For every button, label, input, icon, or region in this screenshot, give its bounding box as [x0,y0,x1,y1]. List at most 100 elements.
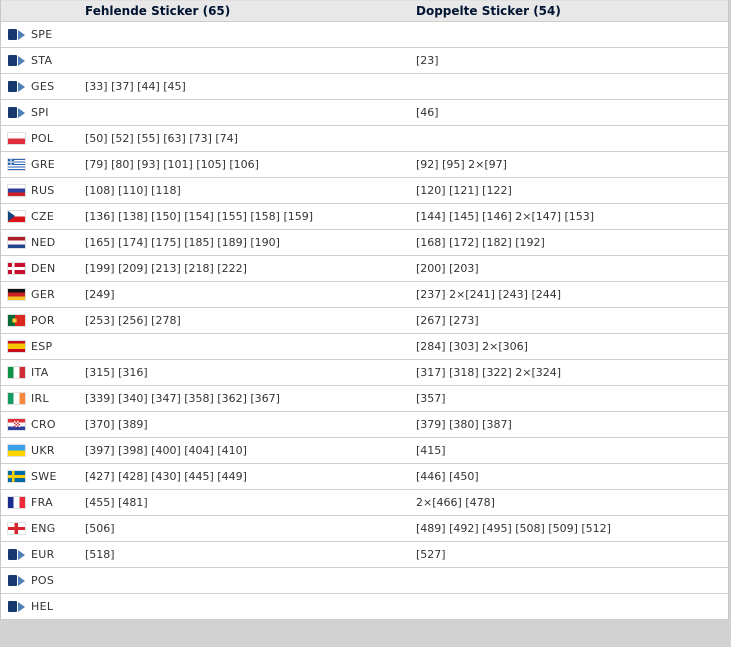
country-code: SPE [31,28,53,41]
country-code: GES [31,80,55,93]
double-stickers: [92] [95] 2×[97] [416,158,507,171]
table-row-gre: GRE [79] [80] [93] [101] [105] [106] [92… [1,152,728,178]
table-row-spi: SPI [46] [1,100,728,126]
table-row-irl: IRL [339] [340] [347] [358] [362] [367] … [1,386,728,412]
missing-stickers: [50] [52] [55] [63] [73] [74] [85,132,238,145]
table-row-spe: SPE [1,22,728,48]
column-header-missing: Fehlende Sticker (65) [85,4,231,18]
album-logo-icon [8,81,25,92]
flag-ukr-icon [8,445,25,456]
table-row-ned: NED [165] [174] [175] [185] [189] [190] … [1,230,728,256]
country-code: CRO [31,418,56,431]
column-header-double: Doppelte Sticker (54) [416,4,561,18]
missing-stickers: [506] [85,522,115,535]
flag-pol-icon [8,133,25,144]
country-code: ESP [31,340,53,353]
country-code: POL [31,132,54,145]
double-stickers: 2×[466] [478] [416,496,495,509]
flag-gre-icon [8,159,25,170]
flag-esp-icon [8,341,25,352]
missing-stickers: [165] [174] [175] [185] [189] [190] [85,236,280,249]
album-logo-icon [8,549,25,560]
table-row-ukr: UKR [397] [398] [400] [404] [410] [415] [1,438,728,464]
missing-stickers: [253] [256] [278] [85,314,181,327]
country-code: SPI [31,106,49,119]
album-logo-icon [8,107,25,118]
missing-stickers: [315] [316] [85,366,148,379]
country-code: STA [31,54,53,67]
album-logo-icon [8,575,25,586]
table-row-por: POR [253] [256] [278] [267] [273] [1,308,728,334]
table-row-den: DEN [199] [209] [213] [218] [222] [200] … [1,256,728,282]
table-row-sta: STA [23] [1,48,728,74]
missing-stickers: [427] [428] [430] [445] [449] [85,470,247,483]
table-header-row: Fehlende Sticker (65) Doppelte Sticker (… [1,1,728,22]
table-row-esp: ESP [284] [303] 2×[306] [1,334,728,360]
table-row-hel: HEL [1,594,728,620]
missing-stickers: [249] [85,288,115,301]
album-logo-icon [8,601,25,612]
table-row-cro: CRO [370] [389] [379] [380] [387] [1,412,728,438]
country-code: UKR [31,444,55,457]
table-row-ges: GES [33] [37] [44] [45] [1,74,728,100]
album-logo-icon [8,29,25,40]
table-row-swe: SWE [427] [428] [430] [445] [449] [446] … [1,464,728,490]
country-code: IRL [31,392,49,405]
country-code: CZE [31,210,55,223]
country-code: GER [31,288,56,301]
missing-stickers: [455] [481] [85,496,148,509]
table-row-ger: GER [249] [237] 2×[241] [243] [244] [1,282,728,308]
missing-stickers: [370] [389] [85,418,148,431]
flag-rus-icon [8,185,25,196]
flag-cze-icon [8,211,25,222]
missing-stickers: [339] [340] [347] [358] [362] [367] [85,392,280,405]
country-code: DEN [31,262,56,275]
table-row-eng: ENG [506] [489] [492] [495] [508] [509] … [1,516,728,542]
double-stickers: [527] [416,548,446,561]
double-stickers: [379] [380] [387] [416,418,512,431]
double-stickers: [120] [121] [122] [416,184,512,197]
missing-stickers: [518] [85,548,115,561]
country-code: SWE [31,470,57,483]
country-code: HEL [31,600,54,613]
double-stickers: [415] [416,444,446,457]
sticker-table: Fehlende Sticker (65) Doppelte Sticker (… [0,0,729,620]
missing-stickers: [79] [80] [93] [101] [105] [106] [85,158,259,171]
double-stickers: [489] [492] [495] [508] [509] [512] [416,522,611,535]
double-stickers: [237] 2×[241] [243] [244] [416,288,562,301]
double-stickers: [357] [416,392,446,405]
double-stickers: [267] [273] [416,314,479,327]
country-code: POR [31,314,55,327]
table-row-ita: ITA [315] [316] [317] [318] [322] 2×[324… [1,360,728,386]
double-stickers: [168] [172] [182] [192] [416,236,545,249]
table-row-eur: EUR [518] [527] [1,542,728,568]
missing-stickers: [33] [37] [44] [45] [85,80,186,93]
country-code: ITA [31,366,49,379]
country-code: ENG [31,522,56,535]
flag-ger-icon [8,289,25,300]
flag-ned-icon [8,237,25,248]
album-logo-icon [8,55,25,66]
table-row-fra: FRA [455] [481] 2×[466] [478] [1,490,728,516]
table-row-pos: POS [1,568,728,594]
table-row-rus: RUS [108] [110] [118] [120] [121] [122] [1,178,728,204]
flag-eng-icon [8,523,25,534]
double-stickers: [144] [145] [146] 2×[147] [153] [416,210,595,223]
double-stickers: [317] [318] [322] 2×[324] [416,366,562,379]
country-code: RUS [31,184,55,197]
country-code: GRE [31,158,56,171]
double-stickers: [446] [450] [416,470,479,483]
missing-stickers: [397] [398] [400] [404] [410] [85,444,247,457]
double-stickers: [46] [416,106,439,119]
double-stickers: [200] [203] [416,262,479,275]
country-code: FRA [31,496,53,509]
missing-stickers: [136] [138] [150] [154] [155] [158] [159… [85,210,314,223]
flag-irl-icon [8,393,25,404]
missing-stickers: [108] [110] [118] [85,184,181,197]
missing-stickers: [199] [209] [213] [218] [222] [85,262,247,275]
double-stickers: [284] [303] 2×[306] [416,340,528,353]
double-stickers: [23] [416,54,439,67]
flag-ita-icon [8,367,25,378]
country-code: NED [31,236,56,249]
country-code: EUR [31,548,55,561]
